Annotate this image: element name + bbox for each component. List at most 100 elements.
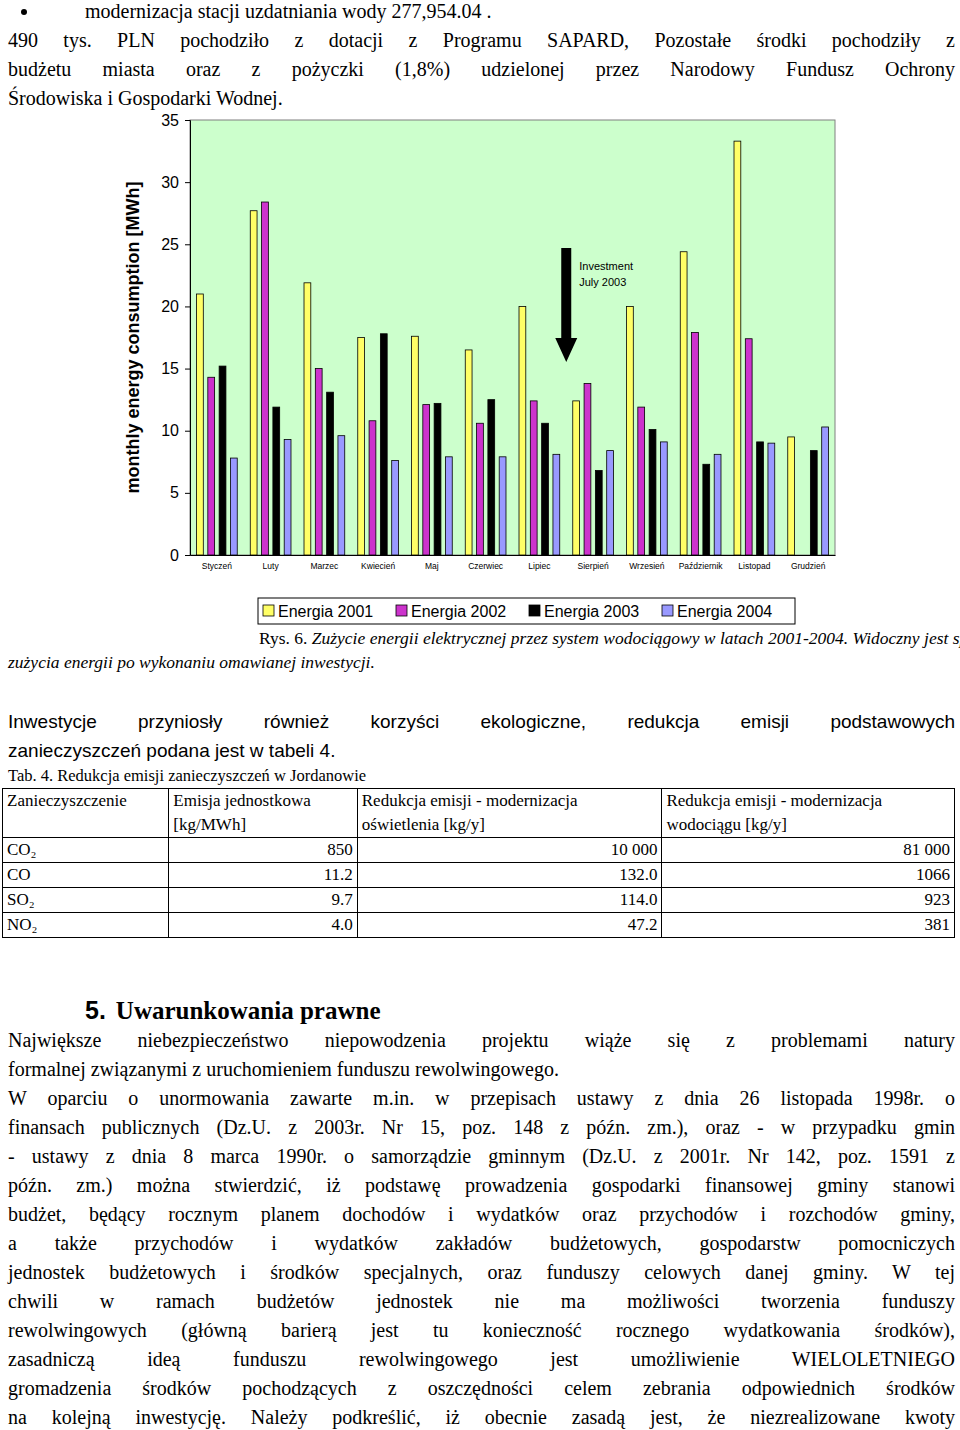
bar-series xyxy=(219,334,817,555)
bar xyxy=(768,443,775,555)
legend-swatch xyxy=(662,605,673,616)
paragraph: Największe niebezpieczeństwo niepowodzen… xyxy=(8,1026,955,1084)
x-tick-label: Luty xyxy=(263,561,280,571)
x-tick-label: Czerwiec xyxy=(468,561,504,571)
table-cell: 81 000 xyxy=(662,838,955,863)
y-tick-mark xyxy=(185,431,190,432)
x-tick: Listopad xyxy=(738,555,770,571)
y-tick: 15 xyxy=(161,360,190,377)
y-tick-mark xyxy=(185,306,190,307)
text-line: finansach publicznych (Dz.U. z 2003r. Nr… xyxy=(8,1113,955,1142)
bar xyxy=(703,464,710,555)
bar xyxy=(757,442,764,555)
bar-series xyxy=(208,202,752,555)
table-row: SO₂9.7114.0923 xyxy=(3,888,955,913)
x-tick-label: Marzec xyxy=(310,561,339,571)
bar xyxy=(714,454,721,555)
x-tick: Październik xyxy=(679,555,724,571)
legend-label: Energia 2004 xyxy=(677,603,772,620)
chart: 05101520253035StyczeńLutyMarzecKwiecieńM… xyxy=(0,110,960,630)
table-cell: SO₂ xyxy=(3,888,169,913)
text-line: - ustawy z dnia 8 marca 1990r. o samorzą… xyxy=(8,1142,955,1171)
x-tick-label: Sierpień xyxy=(578,561,609,571)
table-cell: 11.2 xyxy=(169,863,357,888)
bar xyxy=(477,423,484,555)
legend-box xyxy=(258,598,795,624)
legend-swatch xyxy=(263,605,274,616)
x-tick: Czerwiec xyxy=(468,555,504,571)
bar xyxy=(250,211,257,555)
bar xyxy=(573,401,580,555)
bar xyxy=(358,338,365,556)
legend-swatch xyxy=(396,605,407,616)
bar xyxy=(627,306,634,555)
x-axis: Styczeń Luty Marzec Kwiecień Maj Czerwiec Lipi… xyxy=(191,555,836,571)
text-line: jednostek budżetowych i środków specjaln… xyxy=(8,1258,955,1287)
table-row: CO₂85010 00081 000 xyxy=(3,838,955,863)
bar xyxy=(530,401,537,555)
bar xyxy=(660,442,667,555)
y-tick: 5 xyxy=(170,484,190,501)
x-tick-label: Maj xyxy=(425,561,439,571)
bar xyxy=(553,454,560,555)
y-tick: 10 xyxy=(161,422,190,439)
x-tick-label: Listopad xyxy=(738,561,770,571)
table-cell: 114.0 xyxy=(357,888,662,913)
y-tick: 0 xyxy=(170,547,190,564)
y-tick-label: 10 xyxy=(161,422,179,439)
x-tick-label: Grudzień xyxy=(791,561,826,571)
text-line: W oparciu o unormowania zawarte m.in. w … xyxy=(8,1084,955,1113)
y-tick-label: 20 xyxy=(161,298,179,315)
text-line: rewolwingowych (główną barierą jest tu k… xyxy=(8,1316,955,1345)
legend: Energia 2001Energia 2002Energia 2003Ener… xyxy=(258,598,795,624)
y-tick-label: 15 xyxy=(161,360,179,377)
bar xyxy=(369,421,376,555)
legend-swatch xyxy=(529,605,540,616)
y-tick: 20 xyxy=(161,298,190,315)
bar xyxy=(338,436,345,555)
table-cell: 1066 xyxy=(662,863,955,888)
y-tick-mark xyxy=(185,244,190,245)
table-header-cell: Zanieczyszczenie xyxy=(3,789,169,838)
x-tick-label: Lipiec xyxy=(528,561,551,571)
y-tick-mark xyxy=(185,369,190,370)
paragraph: W oparciu o unormowania zawarte m.in. w … xyxy=(8,1084,955,1430)
table-cell: 4.0 xyxy=(169,913,357,938)
bar xyxy=(380,334,387,555)
bar xyxy=(692,333,699,555)
caption-line: zużycia energii po wykonaniu omawianej i… xyxy=(0,650,960,674)
bar xyxy=(315,369,322,555)
caption-line: Rys. 6. Zużycie energii elektrycznej prz… xyxy=(0,626,960,650)
x-tick: Luty xyxy=(263,555,280,571)
x-tick: Styczeń xyxy=(202,555,233,571)
text-line: gromadzenia środków pochodzących z oszcz… xyxy=(8,1374,955,1403)
bar xyxy=(499,457,506,555)
x-tick: Wrzesień xyxy=(629,555,665,571)
text-line: 490 tys. PLN pochodziło z dotacji z Prog… xyxy=(8,26,955,55)
bullet xyxy=(21,9,27,15)
section-number: 5. xyxy=(85,996,106,1024)
bar xyxy=(595,470,602,555)
bar xyxy=(219,366,226,555)
bar xyxy=(465,350,472,555)
bar xyxy=(284,439,291,555)
text-line: budżet, będący rocznym planem dochodów i… xyxy=(8,1200,955,1229)
bar-series xyxy=(197,141,795,555)
bar xyxy=(197,294,204,555)
table-cell: CO₂ xyxy=(3,838,169,863)
x-tick-label: Styczeń xyxy=(202,561,233,571)
x-tick: Kwiecień xyxy=(361,555,395,571)
table-cell: 923 xyxy=(662,888,955,913)
y-axis: 05101520253035 xyxy=(161,112,190,564)
bar xyxy=(434,403,441,555)
annotation-text: July 2003 xyxy=(579,276,626,288)
table-cell: 10 000 xyxy=(357,838,662,863)
bar xyxy=(262,202,269,555)
table-header-cell: Emisja jednostkowa [kg/MWh] xyxy=(169,789,357,838)
bar xyxy=(607,451,614,555)
legend-label: Energia 2002 xyxy=(411,603,506,620)
x-tick: Maj xyxy=(425,555,439,571)
text-line: na kolejną inwestycję. Należy podkreślić… xyxy=(8,1403,955,1430)
table-title: Tab. 4. Redukcja emisji zanieczyszczeń w… xyxy=(8,765,366,787)
section-heading: 5.Uwarunkowania prawne xyxy=(85,994,380,1027)
